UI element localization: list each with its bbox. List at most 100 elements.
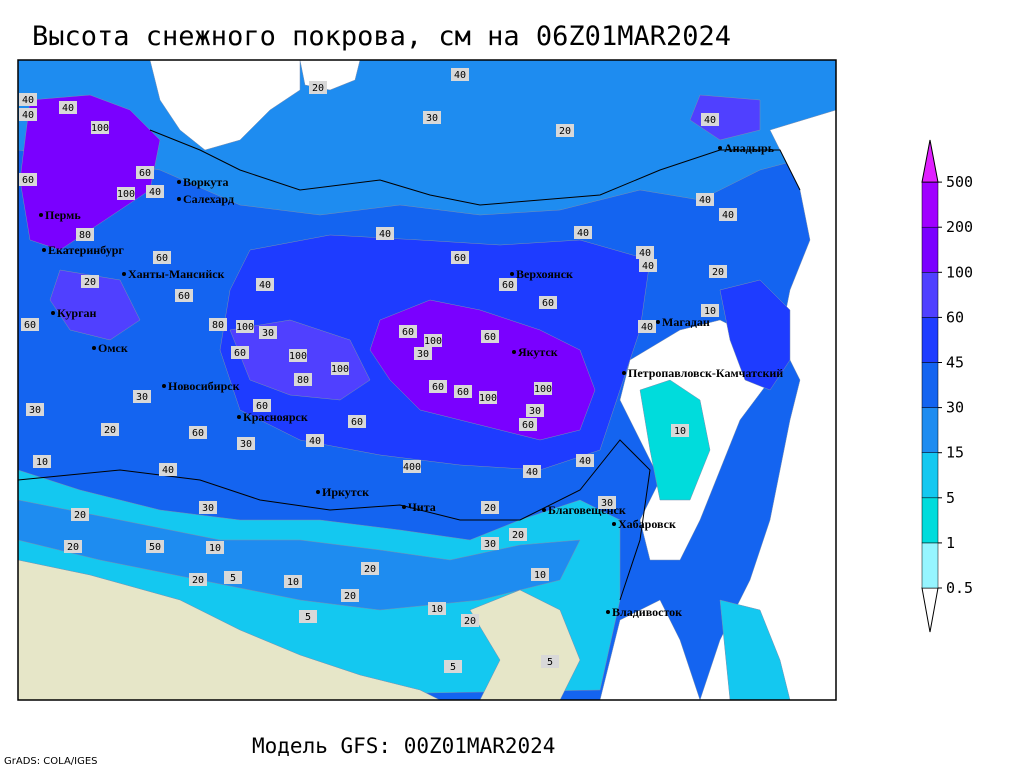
contour-label-box — [499, 278, 517, 291]
contour-label-box — [451, 251, 469, 264]
contour-label-box — [639, 259, 657, 272]
contour-label-text: 20 — [559, 126, 571, 137]
contour-label-box — [523, 465, 541, 478]
contour-label-text: 10 — [431, 604, 443, 615]
contour-label: 400 — [403, 460, 421, 473]
city-dot — [92, 346, 96, 350]
snow-fill — [18, 60, 836, 700]
colorbar-swatch — [921, 542, 939, 589]
snow-region — [639, 379, 711, 501]
contour-label-text: 5 — [230, 573, 236, 584]
contour-label: 80 — [76, 228, 94, 241]
contour-label-text: 40 — [704, 115, 716, 126]
colorbar-label: 30 — [946, 399, 964, 417]
contour-label-box — [294, 373, 312, 386]
contour-label-box — [428, 602, 446, 615]
contour-label-box — [444, 660, 462, 673]
contour-label: 60 — [451, 251, 469, 264]
contour-label: 10 — [531, 568, 549, 581]
contour-label-text: 20 — [84, 277, 96, 288]
contour-label: 100 — [331, 362, 349, 375]
contour-label: 40 — [451, 68, 469, 81]
contour-label-text: 40 — [577, 228, 589, 239]
contour-label: 60 — [519, 418, 537, 431]
contour-label-text: 40 — [149, 187, 161, 198]
contour-label-text: 20 — [712, 267, 724, 278]
city-label: Омск — [98, 341, 128, 355]
city-dot — [122, 272, 126, 276]
labels: Воркута Салехард Пермь Екатеринбург Ханты-Ма… — [19, 68, 783, 673]
contour-label: 40 — [256, 278, 274, 291]
contour-label-box — [259, 326, 277, 339]
contour-label-text: 40 — [309, 436, 321, 447]
contour-label-text: 10 — [534, 570, 546, 581]
contour-label: 40 — [719, 208, 737, 221]
contour-label: 60 — [481, 330, 499, 343]
contour-label-text: 40 — [639, 248, 651, 259]
contour-label-box — [189, 426, 207, 439]
contour-label-text: 10 — [674, 426, 686, 437]
contour-label-box — [306, 434, 324, 447]
contour-label-box — [76, 228, 94, 241]
contour-label-text: 30 — [262, 328, 274, 339]
city-dot — [718, 146, 722, 150]
contour-label: 30 — [598, 496, 616, 509]
contour-label: 30 — [526, 404, 544, 417]
contour-label-box — [509, 528, 527, 541]
contour-label: 30 — [199, 501, 217, 514]
contour-label-box — [576, 454, 594, 467]
contour-label-box — [709, 265, 727, 278]
contour-label: 40 — [19, 93, 37, 106]
colorbar-label: 500 — [946, 173, 973, 191]
colorbar-label: 5 — [946, 489, 955, 507]
contour-label-text: 5 — [547, 657, 553, 668]
contour-label-box — [91, 121, 109, 134]
contour-label-text: 60 — [454, 253, 466, 264]
city-label: Анадырь — [724, 141, 775, 155]
contour-label: 20 — [461, 614, 479, 627]
contour-label: 100 — [424, 334, 442, 347]
city-dot — [542, 508, 546, 512]
contour-label-box — [236, 320, 254, 333]
contour-label-box — [19, 93, 37, 106]
contour-label-text: 30 — [417, 349, 429, 360]
contour-label-text: 10 — [704, 306, 716, 317]
contour-label: 40 — [19, 108, 37, 121]
snow-region — [49, 269, 141, 341]
colorbar-cap-high — [921, 139, 939, 183]
city-label: Владивосток — [612, 605, 682, 619]
colorbar-swatch — [921, 226, 939, 273]
city-dot — [316, 490, 320, 494]
contour-label: 100 — [289, 349, 307, 362]
city-dot — [237, 415, 241, 419]
contour-label-text: 60 — [502, 280, 514, 291]
title: Высота снежного покрова, см на 06Z01MAR2… — [32, 21, 731, 52]
contour-label: 5 — [299, 610, 317, 623]
contour-label-text: 30 — [136, 392, 148, 403]
city-label: Хабаровск — [618, 517, 676, 531]
contour-label-text: 100 — [534, 384, 552, 395]
contour-label: 60 — [136, 166, 154, 179]
contour-label-text: 20 — [104, 425, 116, 436]
city-label: Ханты-Мансийск — [128, 267, 225, 281]
snow-region — [18, 559, 441, 700]
contour-label: 60 — [429, 380, 447, 393]
contour-label-box — [19, 108, 37, 121]
city-label: Чита — [408, 500, 436, 514]
contour-label-box — [534, 382, 552, 395]
contour-label-text: 40 — [259, 280, 271, 291]
city-dot — [656, 320, 660, 324]
contour-label-box — [671, 424, 689, 437]
contour-label-box — [256, 278, 274, 291]
city-dot — [51, 311, 55, 315]
contour-label-box — [361, 562, 379, 575]
contour-label-box — [429, 380, 447, 393]
contour-label-box — [423, 111, 441, 124]
contour-label-text: 30 — [484, 539, 496, 550]
city-dot — [510, 272, 514, 276]
contour-label-box — [237, 437, 255, 450]
city-label: Иркутск — [322, 485, 369, 499]
city-label: Верхоянск — [516, 267, 573, 281]
city-dot — [622, 371, 626, 375]
